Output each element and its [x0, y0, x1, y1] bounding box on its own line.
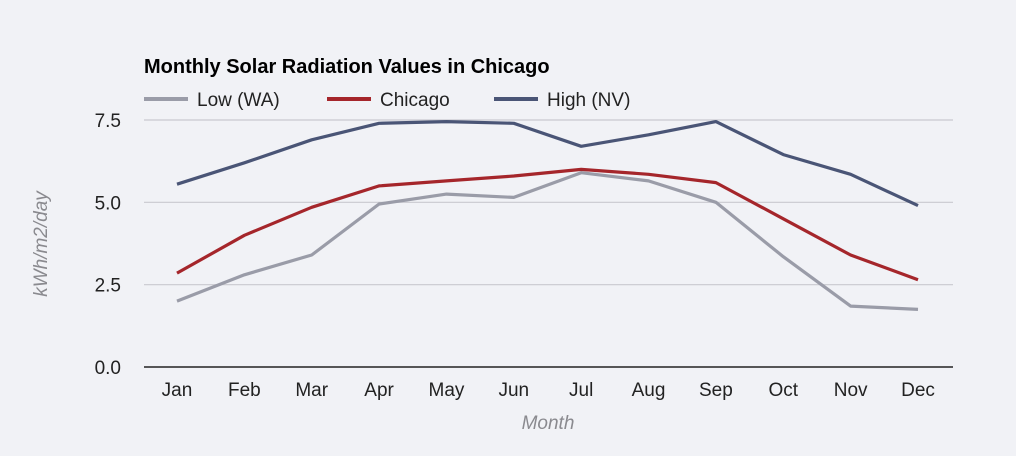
y-tick-label: 2.5 [95, 276, 121, 297]
legend-label: Low (WA) [197, 90, 280, 111]
gridlines [144, 119, 953, 286]
x-tick-label: May [429, 380, 465, 401]
legend-item: High (NV) [494, 90, 630, 111]
chart-title: Monthly Solar Radiation Values in Chicag… [144, 56, 550, 78]
legend: Low (WA) Chicago High (NV) [144, 90, 630, 111]
x-tick-label: Apr [364, 380, 394, 401]
x-tick-label: Oct [768, 380, 798, 401]
legend-label: High (NV) [547, 90, 630, 111]
series-line-high-nv [176, 119, 919, 208]
series-lines [176, 119, 919, 311]
y-tick-label: 0.0 [95, 358, 121, 379]
x-tick-label: Sep [699, 380, 733, 401]
legend-item: Low (WA) [144, 90, 280, 111]
x-axis-label: Month [522, 413, 575, 434]
x-tick-label: Aug [632, 380, 666, 401]
x-tick-label: Feb [228, 380, 261, 401]
x-tick-label: Jul [569, 380, 593, 401]
series-line-chicago [176, 167, 919, 282]
y-axis-ticks: 0.0 2.5 5.0 7.5 [95, 111, 121, 379]
y-axis-label: kWh/m2/day [31, 190, 52, 297]
x-tick-label: Mar [295, 380, 328, 401]
x-tick-label: Nov [834, 380, 868, 401]
legend-label: Chicago [380, 90, 450, 111]
y-tick-label: 5.0 [95, 193, 121, 214]
y-tick-label: 7.5 [95, 111, 121, 132]
x-tick-label: Jan [162, 380, 193, 401]
x-axis-ticks: Jan Feb Mar Apr May Jun Jul Aug Sep Oct Nov Dec [162, 380, 935, 401]
legend-item: Chicago [327, 90, 450, 111]
x-tick-label: Dec [901, 380, 935, 401]
x-tick-label: Jun [498, 380, 529, 401]
series-line-low-wa [176, 171, 919, 311]
